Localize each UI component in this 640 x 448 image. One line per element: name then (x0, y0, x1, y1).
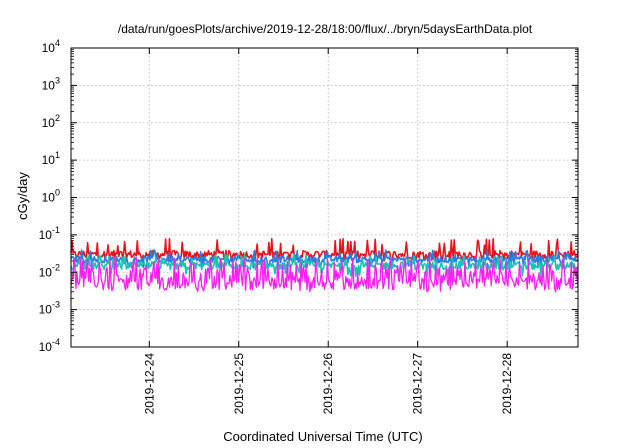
y-tick-label: 10-2 (39, 262, 60, 279)
series-group (70, 237, 579, 293)
y-tick-label: 103 (42, 75, 60, 92)
x-tick-label: 2019-12-28 (500, 353, 514, 415)
y-tick-label: 100 (42, 188, 60, 205)
y-axis: 10-4 10-3 10-2 10-1 100 101 102 103 104 (39, 38, 578, 354)
y-tick-label: 10-1 (39, 225, 60, 242)
x-tick-label: 2019-12-24 (142, 353, 156, 415)
x-tick-label: 2019-12-26 (321, 353, 335, 415)
grid (71, 48, 578, 347)
y-axis-label: cGy/day (15, 172, 30, 220)
x-tick-label: 2019-12-25 (232, 353, 246, 415)
y-tick-label: 10-3 (39, 300, 60, 317)
chart-title: /data/run/goesPlots/archive/2019-12-28/1… (118, 22, 533, 36)
y-tick-label: 101 (42, 150, 60, 167)
x-tick-label: 2019-12-27 (411, 353, 425, 415)
y-tick-label: 10-4 (39, 337, 60, 354)
y-tick-label: 104 (42, 38, 60, 55)
x-axis: 2019-12-24 2019-12-25 2019-12-26 2019-12-27… (142, 48, 514, 414)
series-line-4 (70, 256, 579, 293)
x-axis-label: Coordinated Universal Time (UTC) (223, 429, 422, 444)
y-tick-label: 102 (42, 113, 60, 130)
